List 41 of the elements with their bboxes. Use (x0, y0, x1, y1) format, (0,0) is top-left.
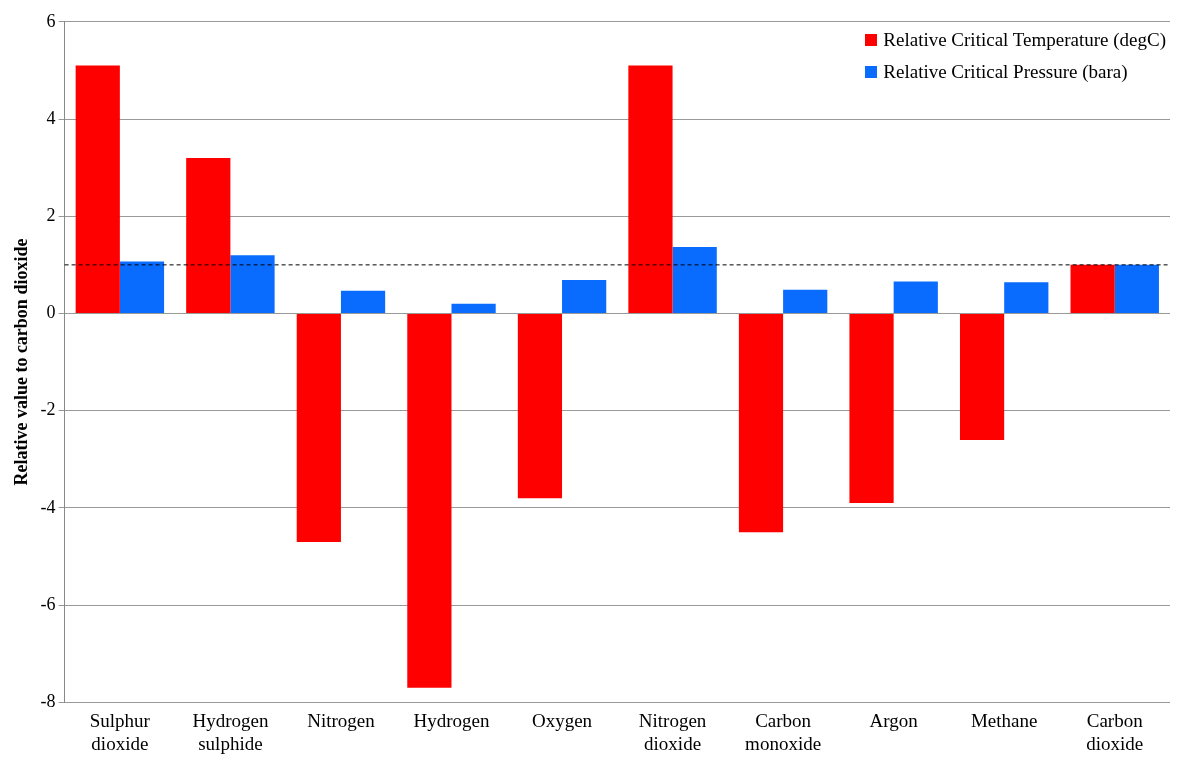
y-tick-label: 2 (46, 204, 56, 225)
x-tick-label: Hydrogen (413, 709, 490, 731)
bar (296, 313, 341, 542)
bar (628, 65, 673, 313)
bar (451, 303, 496, 313)
x-tick-label: Carbon monoxide (745, 709, 822, 754)
x-tick-label: Nitrogen (307, 709, 376, 731)
bar (1070, 264, 1115, 313)
y-tick-label: -4 (40, 496, 56, 517)
bar (407, 313, 452, 688)
bar (783, 289, 828, 313)
x-tick-label: Oxygen (531, 709, 593, 731)
bar (340, 290, 386, 313)
y-tick-label: -8 (40, 691, 56, 712)
bar (75, 65, 120, 313)
bar (517, 313, 563, 499)
x-tick-label: Methane (970, 709, 1038, 731)
y-tick-label: 6 (46, 10, 56, 31)
legend-label: Relative Critical Temperature (degC) (883, 28, 1166, 52)
x-tick-label: Argon (869, 709, 919, 731)
x-tick-label: Hydrogen sulphide (192, 709, 269, 754)
y-tick-label: -2 (40, 399, 56, 420)
bar (562, 279, 607, 313)
bar (119, 261, 165, 313)
bar (1114, 264, 1159, 313)
y-tick-label: -6 (40, 593, 56, 614)
y-axis-title: Relative value to carbon dioxide (11, 238, 32, 486)
legend-label: Relative Critical Pressure (bara) (883, 60, 1128, 84)
y-tick-label: 4 (46, 107, 56, 128)
bar (672, 246, 717, 313)
bar (186, 157, 231, 313)
bar (1004, 282, 1049, 313)
bar (849, 313, 894, 504)
bar (230, 255, 275, 313)
x-tick-label: Sulphur dioxide (89, 709, 151, 754)
bar (738, 313, 784, 533)
y-tick-label: 0 (46, 302, 56, 323)
x-tick-label: Nitrogen dioxide (638, 709, 707, 754)
bar (893, 281, 938, 313)
x-tick-label: Carbon dioxide (1086, 709, 1144, 754)
bar (959, 313, 1005, 440)
